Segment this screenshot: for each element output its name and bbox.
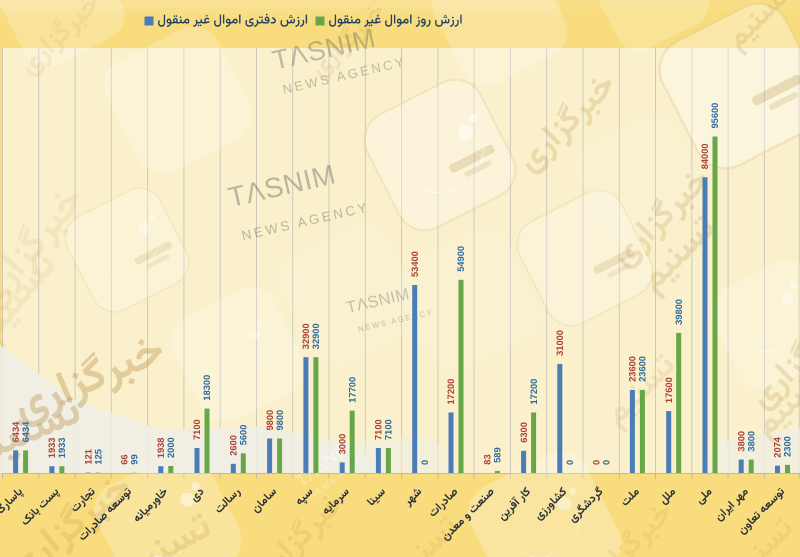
svg-text:121: 121	[83, 449, 93, 465]
svg-text:17700: 17700	[347, 377, 357, 403]
svg-text:17200: 17200	[529, 379, 539, 405]
svg-text:0: 0	[601, 460, 611, 465]
svg-text:3000: 3000	[337, 434, 347, 455]
svg-text:589: 589	[493, 447, 503, 463]
svg-text:99: 99	[130, 454, 140, 464]
svg-text:23600: 23600	[628, 356, 638, 382]
svg-text:17600: 17600	[664, 377, 674, 403]
svg-text:18300: 18300	[202, 375, 212, 401]
svg-text:39800: 39800	[674, 299, 684, 325]
svg-text:31000: 31000	[555, 330, 565, 356]
svg-text:125: 125	[93, 449, 103, 465]
svg-text:2300: 2300	[783, 436, 793, 457]
svg-text:2600: 2600	[229, 435, 239, 456]
svg-text:0: 0	[565, 460, 575, 465]
svg-text:17200: 17200	[446, 379, 456, 405]
svg-text:2074: 2074	[773, 436, 783, 458]
svg-text:3800: 3800	[746, 431, 756, 452]
svg-text:32900: 32900	[301, 323, 311, 349]
svg-text:3800: 3800	[736, 431, 746, 452]
svg-text:66: 66	[120, 454, 130, 464]
svg-text:7100: 7100	[384, 419, 394, 440]
svg-text:9800: 9800	[275, 410, 285, 431]
svg-text:0: 0	[420, 460, 430, 465]
svg-text:1933: 1933	[47, 438, 57, 459]
svg-text:6434: 6434	[11, 421, 21, 443]
svg-text:6434: 6434	[21, 421, 31, 443]
svg-text:95600: 95600	[710, 103, 720, 129]
svg-text:53400: 53400	[410, 251, 420, 277]
svg-text:1933: 1933	[57, 438, 67, 459]
svg-text:83: 83	[483, 454, 493, 464]
svg-text:54900: 54900	[456, 246, 466, 272]
svg-text:2000: 2000	[166, 437, 176, 458]
svg-text:9800: 9800	[265, 410, 275, 431]
svg-text:1938: 1938	[156, 438, 166, 459]
svg-text:32900: 32900	[311, 323, 321, 349]
svg-text:0: 0	[591, 460, 601, 465]
svg-text:23600: 23600	[638, 356, 648, 382]
svg-text:7100: 7100	[192, 419, 202, 440]
svg-text:84000: 84000	[700, 143, 710, 169]
svg-text:6300: 6300	[519, 422, 529, 443]
svg-text:7100: 7100	[374, 419, 384, 440]
svg-text:5600: 5600	[239, 425, 249, 446]
